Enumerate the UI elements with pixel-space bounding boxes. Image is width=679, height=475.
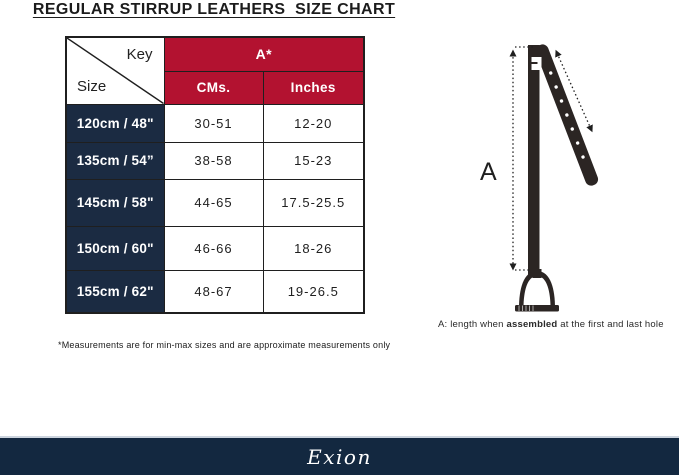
measure-label-a: A	[480, 158, 497, 186]
cm-value-cell: 30-51	[163, 103, 264, 143]
size-cell: 135cm / 54”	[65, 141, 165, 180]
buckle	[531, 57, 542, 70]
stirrup-leather-illustration: A	[480, 44, 599, 312]
caption-text: A: length when	[438, 319, 507, 330]
table-row: 135cm / 54” 38-58 15-23	[65, 141, 365, 180]
size-cell: 155cm / 62"	[65, 269, 165, 314]
inches-value-cell: 18-26	[262, 225, 365, 271]
cm-value-cell: 44-65	[163, 178, 264, 227]
vertical-strap	[528, 45, 540, 278]
caption-bold-word: assembled	[506, 319, 558, 330]
brand-footer-bar: Exion	[0, 436, 679, 475]
key-size-diagonal-cell: Key Size	[65, 36, 165, 105]
cm-value-cell: 46-66	[163, 225, 264, 271]
size-table: Key Size A* CMs. Inches 120cm / 48" 30-5…	[65, 36, 366, 314]
diagram-caption: A: length when assembled at the first an…	[438, 319, 673, 330]
caption-text: at the first and last hole	[557, 319, 664, 330]
cm-value-cell: 38-58	[163, 141, 264, 180]
table-row: 155cm / 62" 48-67 19-26.5	[65, 269, 365, 314]
table-row: 150cm / 60" 46-66 18-26	[65, 225, 365, 271]
key-label: Key	[126, 46, 153, 63]
inches-value-cell: 19-26.5	[262, 269, 365, 314]
inches-value-cell: 15-23	[262, 141, 365, 180]
measurements-footnote: *Measurements are for min-max sizes and …	[58, 340, 391, 350]
inches-value-cell: 17.5-25.5	[262, 178, 365, 227]
table-row: 145cm / 58" 44-65 17.5-25.5	[65, 178, 365, 227]
size-label: Size	[77, 77, 107, 95]
size-cell: 120cm / 48"	[65, 103, 165, 143]
table-header-row-1: Key Size A*	[65, 36, 365, 105]
punched-strap	[535, 44, 599, 186]
column-header-cms: CMs.	[163, 70, 264, 105]
measurement-arrows	[509, 46, 593, 271]
cm-value-cell: 48-67	[163, 269, 264, 314]
column-header-inches: Inches	[262, 70, 365, 105]
inches-value-cell: 12-20	[262, 103, 365, 143]
diagonal-divider-line	[67, 38, 164, 104]
size-cell: 145cm / 58"	[65, 178, 165, 227]
table-row: 120cm / 48" 30-51 12-20	[65, 103, 365, 143]
stirrup-iron	[515, 269, 559, 312]
brand-logo: Exion	[307, 444, 372, 469]
size-cell: 150cm / 60"	[65, 225, 165, 271]
column-header-a: A*	[163, 36, 365, 72]
page-title: REGULAR STIRRUP LEATHERS SIZE CHART	[32, 1, 396, 18]
